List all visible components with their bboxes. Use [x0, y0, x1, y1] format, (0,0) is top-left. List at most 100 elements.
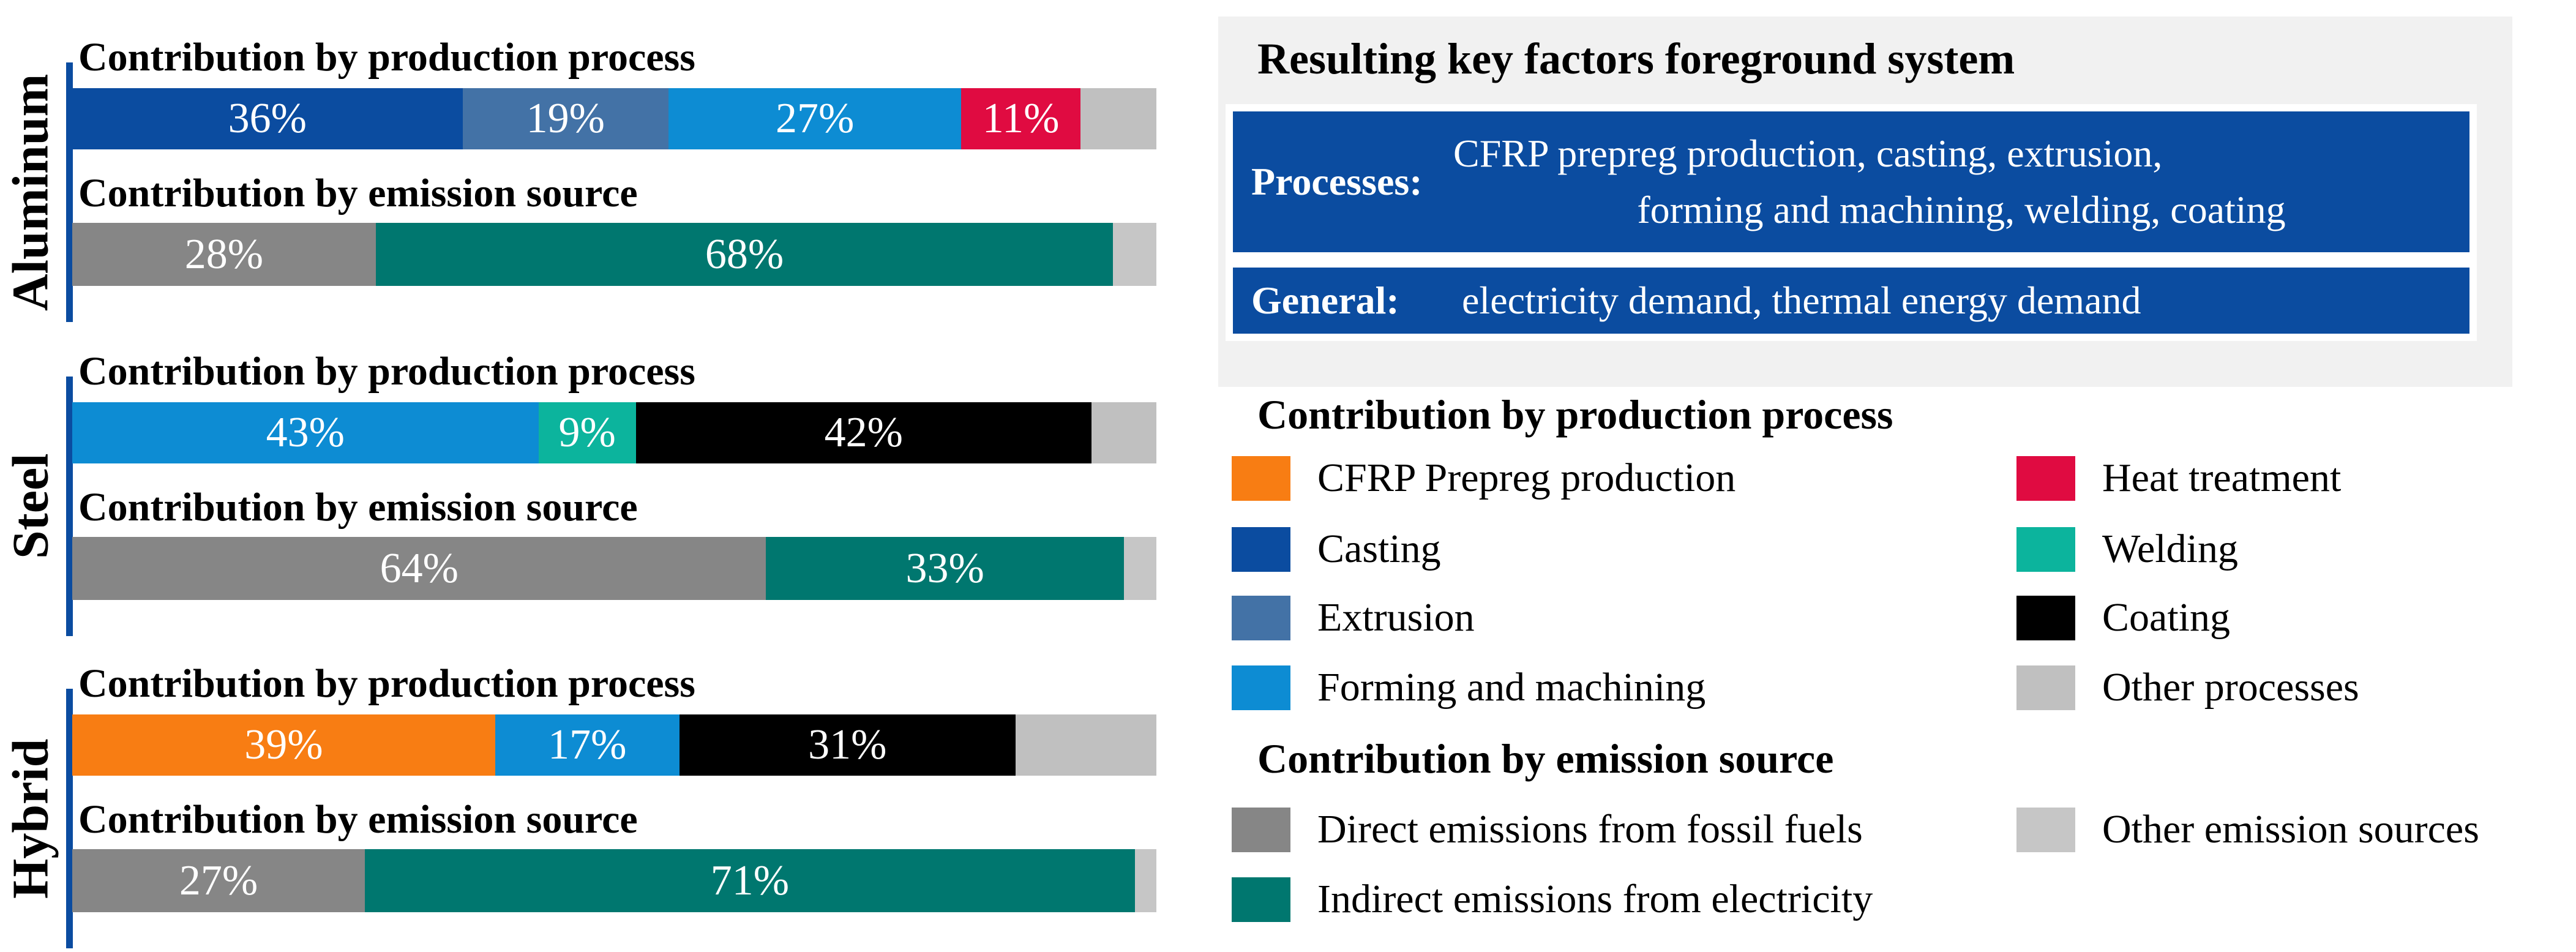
legend-swatch-indirect-icon [1232, 877, 1290, 922]
legend-item: Extrusion [1232, 595, 1475, 640]
segment-value: 68% [705, 230, 784, 278]
bar-title: Contribution by emission source [78, 171, 638, 216]
bar-title: Contribution by production process [78, 661, 695, 706]
production-bar: 36% 19% 27% 11% [72, 88, 1156, 149]
legend-swatch-heat-icon [2016, 455, 2075, 501]
material-group-hybrid: Hybrid Contribution by production process… [0, 661, 1218, 952]
emission-bar: 28% 68% [72, 223, 1156, 286]
bar-segment-other_emission [1134, 849, 1156, 912]
bar-segment-other_process [1015, 714, 1156, 776]
segment-value: 27% [775, 95, 855, 142]
legend-swatch-other_emission-icon [2016, 807, 2075, 852]
bar-segment-direct: 28% [72, 223, 376, 286]
production-bar: 39% 17% 31% [72, 714, 1156, 776]
legend-item-label: Direct emissions from fossil fuels [1317, 807, 1863, 852]
segment-value: 64% [380, 544, 459, 592]
bar-segment-coating: 31% [679, 714, 1016, 776]
legend-item-label: Coating [2102, 595, 2230, 640]
legend-swatch-other_process-icon [2016, 665, 2075, 710]
legend-heading-emission: Contribution by emission source [1257, 735, 1834, 782]
bar-segment-other_emission [1123, 537, 1156, 600]
bar-title: Contribution by emission source [78, 797, 638, 842]
processes-line-2: forming and machining, welding, coating [1637, 188, 2286, 231]
key-factors-frame: Processes: CFRP prepreg production, cast… [1226, 104, 2477, 341]
key-factors-panel: Resulting key factors foreground system … [1218, 17, 2512, 387]
segment-value: 28% [184, 230, 264, 278]
legend-item-label: Heat treatment [2102, 455, 2342, 500]
segment-value: 9% [558, 409, 616, 456]
processes-line-1: CFRP prepreg production, casting, extrus… [1453, 132, 2163, 175]
legend-swatch-extrusion-icon [1232, 595, 1290, 640]
emission-bar: 27% 71% [72, 849, 1156, 912]
legend-swatch-welding-icon [2016, 527, 2075, 572]
bar-segment-indirect: 68% [375, 223, 1114, 286]
legend-item: Coating [2016, 595, 2230, 640]
axis-line [66, 377, 73, 636]
segment-value: 39% [244, 721, 323, 768]
legend-item-label: Forming and machining [1317, 665, 1706, 710]
legend-item: Other processes [2016, 665, 2359, 710]
segment-value: 27% [179, 856, 258, 904]
bar-title: Contribution by production process [78, 349, 695, 394]
legend-item: Heat treatment [2016, 455, 2341, 501]
bar-segment-forming: 27% [668, 88, 962, 149]
legend-item: Forming and machining [1232, 665, 1705, 710]
segment-value: 31% [808, 721, 887, 768]
segment-value: 42% [824, 409, 903, 456]
legend-item-label: Extrusion [1317, 595, 1475, 640]
axis-line [66, 689, 73, 948]
legend-item-label: CFRP Prepreg production [1317, 455, 1736, 500]
bar-segment-casting: 36% [72, 88, 463, 149]
legend-heading-production: Contribution by production process [1257, 391, 1893, 438]
processes-text: CFRP prepreg production, casting, extrus… [1453, 126, 2469, 238]
bar-segment-direct: 27% [72, 849, 365, 912]
axis-line [66, 62, 73, 322]
general-label: General: [1251, 279, 1399, 322]
legend-item-label: Welding [2102, 527, 2238, 571]
segment-value: 36% [228, 95, 307, 142]
bar-title: Contribution by emission source [78, 485, 638, 530]
bar-segment-welding: 9% [538, 402, 636, 463]
key-factors-processes-box: Processes: CFRP prepreg production, cast… [1233, 111, 2469, 252]
legend-item-label: Other processes [2102, 665, 2359, 710]
segment-value: 17% [548, 721, 627, 768]
legend-swatch-coating-icon [2016, 595, 2075, 640]
segment-value: 11% [982, 95, 1060, 142]
segment-value: 43% [266, 409, 345, 456]
bar-segment-cfrp: 39% [72, 714, 495, 776]
material-label: Hybrid [2, 738, 59, 899]
material-group-aluminum: Aluminum Contribution by production proce… [0, 35, 1218, 352]
material-label: Aluminum [2, 73, 59, 311]
general-text: electricity demand, thermal energy deman… [1462, 279, 2141, 322]
segment-value: 71% [710, 856, 790, 904]
legend-item-label: Indirect emissions from electricity [1317, 877, 1873, 921]
legend-item-label: Casting [1317, 527, 1441, 571]
legend-swatch-cfrp-icon [1232, 455, 1290, 501]
bar-segment-other_emission [1113, 223, 1156, 286]
bar-segment-extrusion: 19% [462, 88, 669, 149]
material-group-steel: Steel Contribution by production process 4… [0, 349, 1218, 666]
segment-value: 33% [905, 544, 984, 592]
segment-value: 19% [526, 95, 605, 142]
legend-item: Welding [2016, 527, 2238, 572]
legend-swatch-direct-icon [1232, 807, 1290, 852]
legend-swatch-casting-icon [1232, 527, 1290, 572]
legend-item-label: Other emission sources [2102, 807, 2479, 852]
key-factors-general-box: General: electricity demand, thermal ene… [1233, 268, 2469, 334]
bar-segment-forming: 17% [495, 714, 680, 776]
bar-segment-coating: 42% [635, 402, 1091, 463]
legend-item: CFRP Prepreg production [1232, 455, 1735, 501]
legend-item: Indirect emissions from electricity [1232, 877, 1873, 922]
legend-item: Direct emissions from fossil fuels [1232, 807, 1863, 852]
bar-segment-heat: 11% [961, 88, 1080, 149]
processes-label: Processes: [1251, 160, 1423, 203]
legend-swatch-forming-icon [1232, 665, 1290, 710]
material-label: Steel [2, 453, 59, 560]
bar-segment-other_process [1080, 88, 1156, 149]
bar-segment-direct: 64% [72, 537, 766, 600]
legend-item: Other emission sources [2016, 807, 2479, 852]
production-bar: 43% 9% 42% [72, 402, 1156, 463]
legend-item: Casting [1232, 527, 1441, 572]
bar-segment-indirect: 71% [365, 849, 1135, 912]
